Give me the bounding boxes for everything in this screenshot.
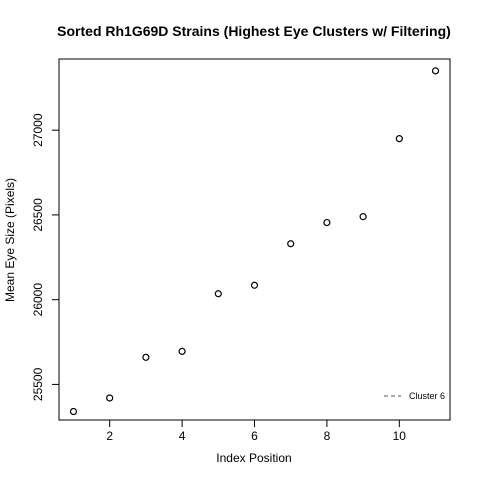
data-point <box>69 407 78 416</box>
x-axis: 2 4 6 8 10 <box>106 420 406 443</box>
legend-entry-label: Cluster 6 <box>409 391 445 401</box>
y-tick-label: 25500 <box>31 367 45 401</box>
data-point <box>359 213 367 221</box>
plot-frame <box>58 58 451 421</box>
data-point <box>395 135 403 143</box>
y-axis-label: Mean Eye Size (Pixels) <box>3 178 17 302</box>
data-point <box>142 353 150 361</box>
data-point <box>323 218 331 227</box>
data-point <box>431 67 440 75</box>
chart-title: Sorted Rh1G69D Strains (Highest Eye Clus… <box>57 23 451 39</box>
y-tick-label: 27000 <box>31 113 45 147</box>
data-points <box>69 67 440 416</box>
x-tick-label: 2 <box>106 429 113 443</box>
data-point <box>106 394 114 402</box>
y-axis: 25500 26000 26500 27000 <box>31 113 59 401</box>
x-tick-label: 10 <box>393 429 407 443</box>
x-tick-label: 6 <box>251 429 258 443</box>
x-axis-label: Index Position <box>216 451 291 465</box>
y-tick-label: 26000 <box>31 283 45 317</box>
x-tick-label: 8 <box>324 429 331 443</box>
data-point <box>178 347 186 355</box>
x-tick-label: 4 <box>179 429 186 443</box>
legend: Cluster 6 <box>384 391 445 401</box>
data-point <box>250 281 259 289</box>
y-tick-label: 26500 <box>31 198 45 232</box>
data-point <box>214 290 222 298</box>
data-point <box>287 240 295 248</box>
